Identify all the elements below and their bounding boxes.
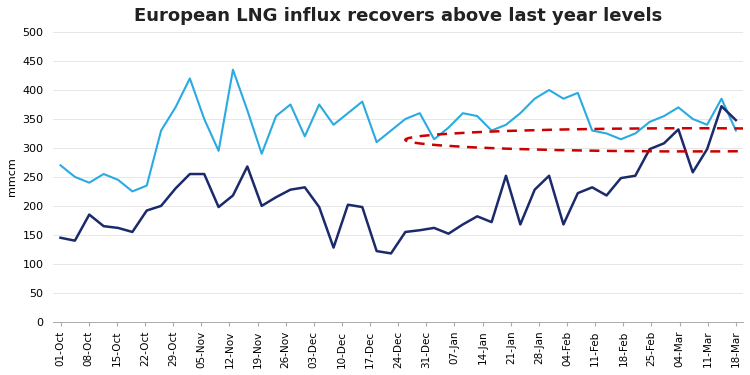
Title: European LNG influx recovers above last year levels: European LNG influx recovers above last …: [134, 7, 662, 25]
Y-axis label: mmcm: mmcm: [7, 158, 17, 196]
